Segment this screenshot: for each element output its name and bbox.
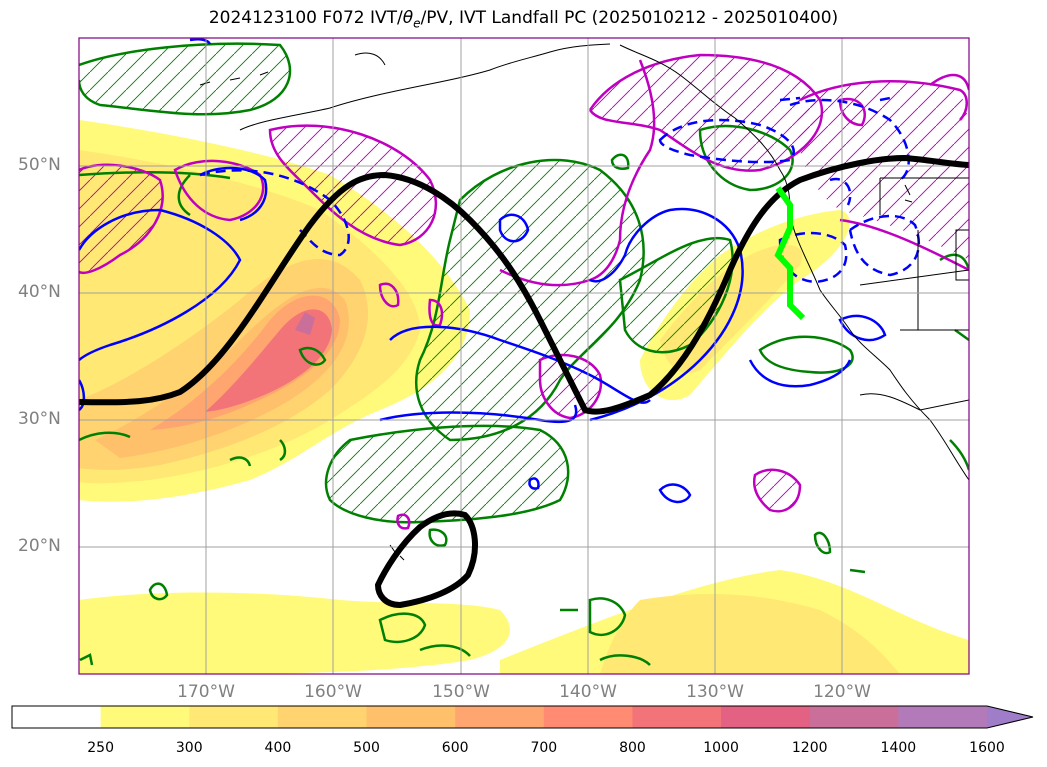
colorbar-cell xyxy=(632,706,722,728)
lat-label-50n: 50°N xyxy=(18,155,61,175)
colorbar-cell xyxy=(277,706,368,728)
colorbar-cell xyxy=(455,706,545,728)
colorbar-cell xyxy=(100,706,190,728)
colorbar-tick-label: 250 xyxy=(87,740,114,756)
colorbar-tick-label: 1600 xyxy=(969,740,1005,756)
colorbar-cell xyxy=(189,706,279,728)
colorbar-tick-label: 700 xyxy=(530,740,558,756)
lat-label-30n: 30°N xyxy=(18,409,61,429)
colorbar-tick-label: 1200 xyxy=(791,740,828,756)
lat-label-40n: 40°N xyxy=(18,282,61,302)
colorbar-tick-label: 300 xyxy=(175,740,203,756)
lon-label-160w: 160°W xyxy=(304,682,362,702)
lon-label-150w: 150°W xyxy=(432,682,490,702)
coastlines xyxy=(199,43,969,561)
pv-contours xyxy=(79,38,887,504)
colorbar-tick-label: 600 xyxy=(441,740,469,756)
colorbar-cell xyxy=(809,706,899,728)
lat-label-20n: 20°N xyxy=(18,536,61,556)
colorbar-tick-label: 500 xyxy=(353,740,380,756)
colorbar-outline xyxy=(11,705,1034,729)
gridlines xyxy=(79,38,969,674)
lon-label-170w: 170°W xyxy=(177,682,235,702)
colorbar-tick-label: 1400 xyxy=(880,740,917,756)
colorbar xyxy=(11,705,1034,729)
colorbar-cell xyxy=(721,706,811,728)
colorbar-tick-label: 800 xyxy=(619,740,646,756)
colorbar-cell xyxy=(898,706,988,728)
colorbar-cell xyxy=(366,706,456,728)
colorbar-cells xyxy=(12,706,1033,728)
colorbar-tick-label: 1000 xyxy=(703,740,739,756)
lon-label-140w: 140°W xyxy=(559,682,617,702)
map-plot-area xyxy=(79,38,969,674)
map-frame xyxy=(78,37,970,675)
pv-contours-dashed xyxy=(199,96,921,284)
trough-ridge-axes xyxy=(79,154,969,609)
theta-e-contours-magenta xyxy=(79,53,969,530)
colorbar-extend-max xyxy=(987,706,1033,728)
colorbar-tick-label: 400 xyxy=(264,740,292,756)
ivt-landfall-line xyxy=(774,186,806,321)
theta-e-contours-green xyxy=(79,42,969,666)
lon-label-130w: 130°W xyxy=(686,682,744,702)
lon-label-120w: 120°W xyxy=(813,682,871,702)
chart-title: 2024123100 F072 IVT/θe/PV, IVT Landfall … xyxy=(208,8,839,31)
colorbar-cell xyxy=(12,706,102,728)
colorbar-cell xyxy=(543,706,633,728)
